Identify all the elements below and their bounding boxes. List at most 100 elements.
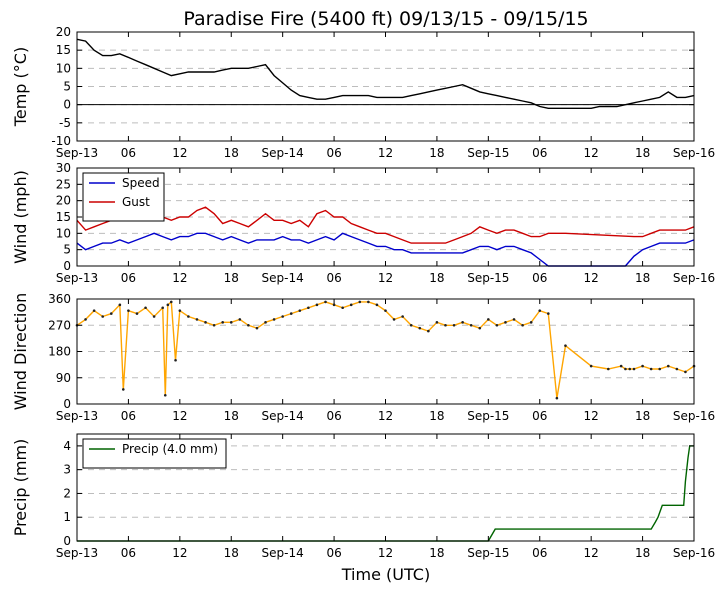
data-point (281, 315, 284, 318)
legend-label: Gust (122, 195, 150, 209)
data-point (289, 312, 293, 315)
x-tick-label: 06 (121, 146, 136, 160)
x-tick-label: 18 (429, 271, 444, 285)
data-point (487, 318, 490, 321)
x-axis-label: Time (UTC) (341, 565, 430, 584)
x-tick-label: 18 (224, 409, 239, 423)
x-tick-label: Sep-16 (673, 271, 715, 285)
data-point (555, 396, 559, 400)
x-tick-label: 12 (584, 271, 599, 285)
data-point (169, 300, 173, 304)
x-tick-label: 06 (532, 546, 547, 560)
data-point (529, 321, 533, 324)
y-tick-label: 0 (63, 534, 71, 548)
x-tick-label: 18 (429, 146, 444, 160)
data-point (101, 315, 105, 318)
data-point (684, 370, 687, 374)
legend-box (82, 172, 165, 222)
x-tick-label: Sep-16 (673, 146, 715, 160)
data-point (144, 306, 147, 310)
data-point (298, 309, 302, 312)
x-tick-label: Sep-13 (56, 409, 98, 423)
x-tick-label: 12 (172, 409, 187, 423)
y-tick-label: 90 (56, 371, 71, 385)
legend-label: Precip (4.0 mm) (122, 442, 218, 456)
data-point (521, 323, 524, 327)
data-point (204, 321, 207, 324)
data-point (658, 367, 662, 371)
series-line-gust (76, 206, 695, 244)
series-line-panel-2 (76, 300, 695, 399)
x-tick-label: 18 (429, 409, 444, 423)
data-point (178, 309, 182, 312)
x-tick-label: Sep-15 (467, 409, 509, 423)
wind-direction-panel: 0 90 180 270 360 Sep-13 06 12 18 Sep-14 06 12 18 Sep-… (11, 292, 715, 423)
legend-box (82, 438, 227, 469)
data-point (666, 364, 670, 368)
data-point (649, 367, 653, 371)
data-point (469, 323, 473, 327)
x-tick-label: Sep-13 (56, 146, 98, 160)
data-point (341, 306, 344, 310)
y-axis-label: Temp (°C) (11, 47, 30, 127)
temperature-panel: -10 -5 0 5 10 15 20 Sep-13 06 12 18 Sep-14 06 12 18 Sep… (11, 25, 715, 160)
data-point (109, 312, 113, 315)
x-tick-label: 18 (224, 546, 239, 560)
y-tick-label: -10 (51, 134, 71, 148)
x-tick-label: 18 (635, 146, 650, 160)
data-point (632, 367, 636, 371)
x-tick-label: Sep-16 (673, 409, 715, 423)
data-point (624, 367, 627, 371)
data-point (238, 318, 242, 321)
data-point (641, 364, 644, 368)
data-point (315, 303, 319, 307)
data-point (375, 303, 379, 307)
data-point (478, 326, 482, 330)
data-point (461, 321, 464, 324)
x-tick-label: Sep-14 (262, 546, 304, 560)
data-point (195, 318, 199, 321)
x-tick-label: 12 (172, 271, 187, 285)
x-tick-label: 12 (378, 146, 393, 160)
x-tick-label: Sep-14 (262, 146, 304, 160)
y-axis-label: Wind Direction (11, 293, 30, 411)
x-tick-label: Sep-15 (467, 271, 509, 285)
data-point (332, 303, 336, 307)
x-tick-label: 06 (326, 546, 341, 560)
x-tick-label: Sep-13 (56, 271, 98, 285)
chart-title: Paradise Fire (5400 ft) 09/13/15 - 09/15… (183, 8, 588, 30)
y-tick-label: 15 (56, 210, 71, 224)
y-tick-label: 20 (56, 25, 71, 39)
y-tick-label: 2 (63, 486, 71, 500)
data-point (675, 367, 679, 371)
data-point (212, 323, 216, 327)
data-point (495, 323, 499, 327)
x-tick-label: 06 (121, 409, 136, 423)
legend-label: Speed (122, 176, 160, 190)
x-tick-label: 18 (429, 546, 444, 560)
data-point (427, 329, 430, 333)
y-tick-label: 10 (56, 61, 71, 75)
y-axis-label: Precip (mm) (11, 439, 30, 537)
x-tick-label: 06 (121, 546, 136, 560)
data-point (619, 364, 623, 368)
data-point (92, 309, 96, 312)
x-tick-label: Sep-15 (467, 546, 509, 560)
data-point (135, 312, 139, 315)
data-point (504, 321, 507, 324)
series-line-precip-4-0-mm (77, 445, 694, 542)
x-tick-label: Sep-13 (56, 546, 98, 560)
x-tick-label: 12 (378, 271, 393, 285)
x-tick-label: Sep-15 (467, 146, 509, 160)
data-point (358, 300, 362, 304)
x-tick-label: 06 (532, 271, 547, 285)
data-point (452, 323, 456, 327)
series-line-panel-0 (76, 38, 695, 109)
data-point (272, 318, 276, 321)
data-point (628, 367, 632, 371)
data-point (367, 300, 370, 304)
data-point (161, 306, 164, 310)
y-tick-label: 270 (48, 318, 71, 332)
data-point (324, 300, 327, 304)
